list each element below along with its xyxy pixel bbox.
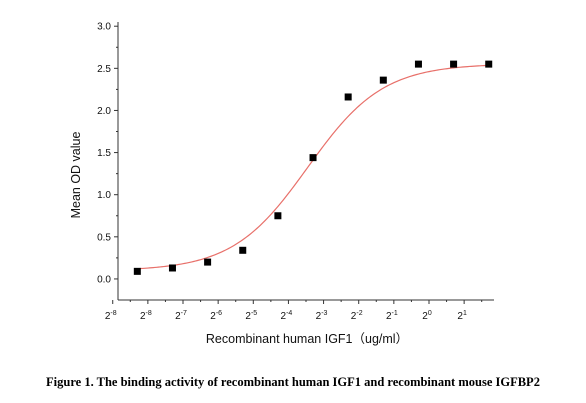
data-point bbox=[450, 60, 458, 68]
x-axis-label: Recombinant human IGF1（ug/ml） bbox=[206, 332, 408, 346]
x-tick-label: 2-5 bbox=[245, 310, 257, 322]
x-tick-label: 2-3 bbox=[316, 310, 328, 322]
x-tick-label: 2-4 bbox=[281, 310, 293, 322]
data-points bbox=[133, 60, 493, 275]
x-tick-label: 21 bbox=[457, 310, 467, 322]
fit-curve-group bbox=[137, 64, 489, 270]
y-tick-label: 2.0 bbox=[97, 106, 111, 117]
x-tick-label: 2-8 bbox=[105, 310, 117, 322]
figure-caption: Figure 1. The binding activity of recomb… bbox=[46, 375, 540, 389]
x-tick-label: 2-2 bbox=[351, 310, 363, 322]
x-tick-label: 2-6 bbox=[210, 310, 222, 322]
data-point bbox=[133, 267, 141, 275]
axes: 0.0 0.5 1.0 1.5 2.0 2.5 3.0 2-8 2-8 2-7 2-6 2-5 2-4 2… bbox=[97, 22, 494, 322]
y-tick-label: 1.0 bbox=[97, 190, 111, 201]
y-tick-label: 1.5 bbox=[97, 148, 111, 159]
y-axis-label: Mean OD value bbox=[69, 132, 83, 219]
binding-activity-chart: 0.0 0.5 1.0 1.5 2.0 2.5 3.0 2-8 2-8 2-7 2-6 2-5 2-4 2… bbox=[69, 22, 494, 346]
x-tick-label: 2-1 bbox=[386, 310, 398, 322]
data-point bbox=[414, 60, 422, 68]
data-point bbox=[309, 154, 317, 162]
data-point bbox=[168, 264, 176, 272]
x-tick-label: 20 bbox=[422, 310, 432, 322]
data-point bbox=[239, 246, 247, 254]
y-tick-label: 0.0 bbox=[97, 274, 111, 285]
y-tick-label: 2.5 bbox=[97, 64, 111, 75]
fit-curve bbox=[137, 64, 489, 270]
x-tick-label: 2-7 bbox=[175, 310, 187, 322]
x-tick-label: 2-8 bbox=[140, 310, 152, 322]
data-point bbox=[344, 93, 352, 101]
y-tick-label: 0.5 bbox=[97, 232, 111, 243]
data-point bbox=[485, 60, 493, 68]
y-tick-label: 3.0 bbox=[97, 22, 111, 33]
data-point bbox=[274, 212, 282, 220]
data-point bbox=[379, 76, 387, 84]
data-point bbox=[204, 258, 212, 266]
